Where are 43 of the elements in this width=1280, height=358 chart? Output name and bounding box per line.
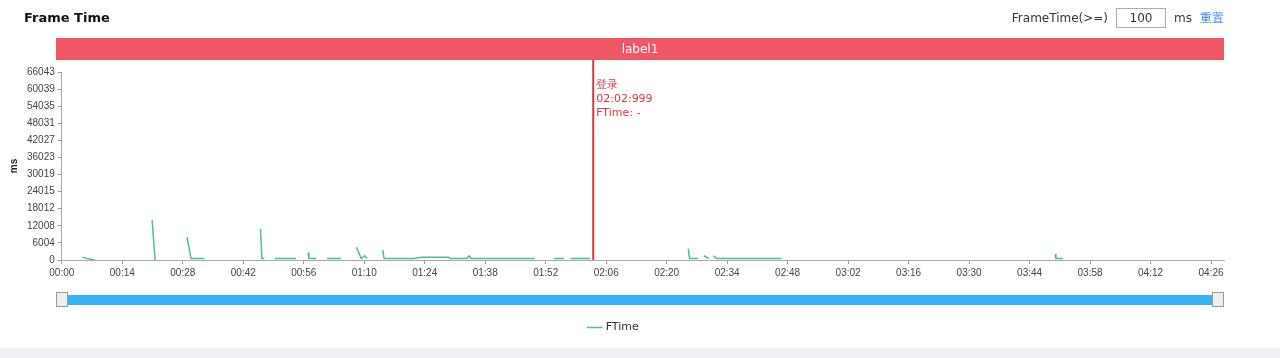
text: FrameTime(>=): [1011, 11, 1109, 25]
y-tick-label: 36023: [27, 151, 56, 163]
y-tick-label: 24015: [27, 185, 56, 197]
text: 重置: [1200, 9, 1224, 27]
x-tick-label: 04:26: [1198, 266, 1224, 278]
text: ms: [1174, 11, 1192, 25]
x-tick-label: 00:42: [230, 266, 257, 278]
x-tick-label: 03:58: [1077, 266, 1104, 278]
y-tick-label: 18012: [27, 202, 56, 214]
annotation: FTime: -: [596, 106, 641, 120]
x-tick-label: 02:48: [775, 266, 801, 278]
chart-title: Frame Time: [24, 10, 110, 25]
y-axis-title: ms: [7, 158, 19, 174]
legend-label: FTime: [605, 320, 640, 334]
y-tick-label: 6004: [32, 236, 56, 248]
x-tick-label: 00:28: [170, 266, 196, 278]
x-tick-label: 02:06: [593, 266, 620, 278]
y-tick-label: 30019: [27, 168, 56, 180]
x-tick-label: 03:16: [896, 266, 922, 278]
x-tick-label: 02:34: [714, 266, 741, 278]
y-tick-label: 66043: [27, 65, 56, 77]
x-tick-label: 01:24: [412, 266, 438, 278]
x-tick-label: 03:30: [956, 266, 983, 278]
x-tick-label: 01:38: [472, 266, 499, 278]
x-tick-label: 03:02: [835, 266, 862, 278]
annotation: 02:02:999: [596, 92, 653, 106]
x-tick-label: 00:56: [291, 266, 317, 278]
x-tick-label: 03:44: [1017, 266, 1043, 278]
label-banner: label1: [56, 38, 1224, 60]
y-tick-label: 12008: [27, 219, 56, 231]
x-tick-label: 00:14: [109, 266, 136, 278]
x-tick-label: 02:20: [654, 266, 680, 278]
y-tick-label: 0: [49, 253, 56, 265]
text: 100: [1116, 8, 1167, 28]
x-tick-label: 00:00: [49, 266, 75, 278]
y-tick-label: 42027: [27, 134, 56, 146]
x-tick-label: 04:12: [1138, 266, 1164, 278]
x-tick-label: 01:10: [351, 266, 378, 278]
x-tick-label: 01:52: [533, 266, 559, 278]
y-tick-label: 48031: [27, 117, 56, 129]
y-tick-label: 60039: [27, 82, 56, 94]
ref-line-label: 登录: [596, 78, 619, 92]
y-tick-label: 54035: [27, 99, 56, 111]
